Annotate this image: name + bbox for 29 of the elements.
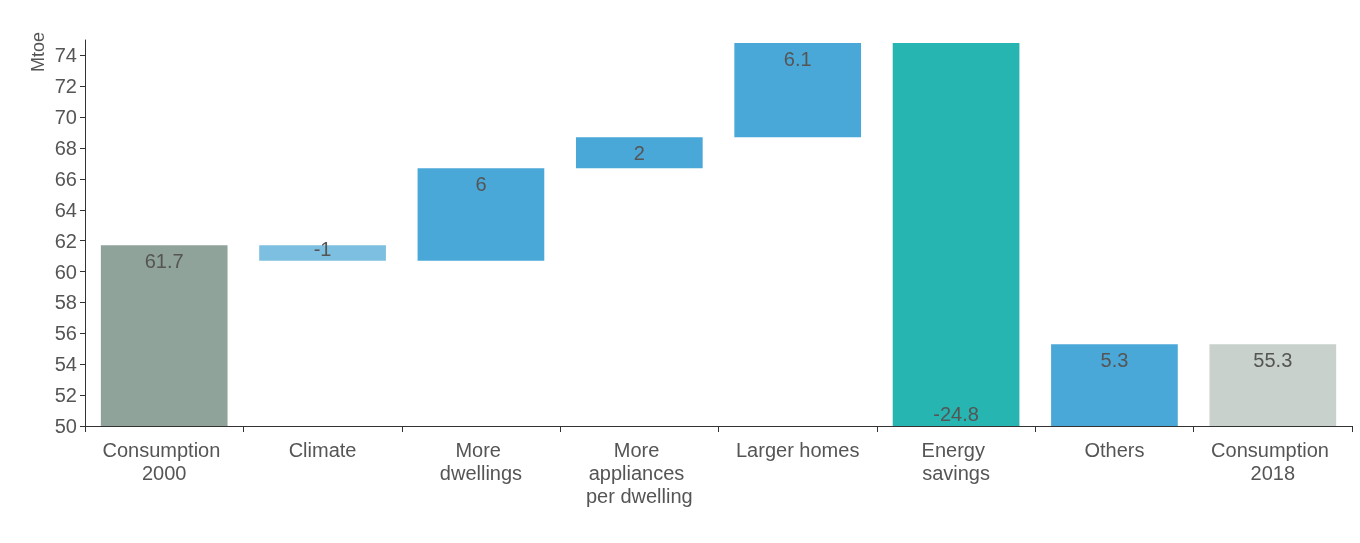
x-tick-label: Energy savings xyxy=(921,438,991,484)
data-label: 55.3 xyxy=(1253,349,1293,372)
data-label: -24.8 xyxy=(933,403,979,425)
y-tick-label: 56 xyxy=(54,322,77,345)
y-tick-label: 70 xyxy=(54,106,77,129)
x-tick-label: More dwellings xyxy=(439,438,523,484)
data-label: 2 xyxy=(633,142,645,165)
data-label: 6.1 xyxy=(783,48,812,71)
x-tick-label: Climate xyxy=(288,438,357,461)
y-tick-label: 54 xyxy=(54,353,77,376)
x-tick-label: Larger homes xyxy=(735,438,860,461)
y-tick-label: 52 xyxy=(54,384,77,407)
y-tick-label: 64 xyxy=(54,198,77,221)
y-tick-label: 60 xyxy=(54,260,77,283)
y-tick-label: 74 xyxy=(54,44,77,67)
y-tick-label: 62 xyxy=(54,229,77,252)
y-axis-title: Mtoe xyxy=(28,32,48,73)
x-tick-label: More appliances per dwelling xyxy=(585,438,693,507)
y-tick-label: 72 xyxy=(54,75,77,98)
y-tick-label: 68 xyxy=(54,137,77,160)
data-label: 6 xyxy=(475,173,487,196)
y-tick-label: 50 xyxy=(54,415,77,437)
x-tick-label: Consumption 2000 xyxy=(102,438,226,484)
x-tick-label: Others xyxy=(1084,438,1145,461)
x-tick-label: Consumption 2018 xyxy=(1211,438,1335,484)
y-tick-label: 58 xyxy=(54,291,77,314)
y-tick-label: 66 xyxy=(54,167,77,190)
data-label: 5.3 xyxy=(1100,349,1129,372)
data-label: 61.7 xyxy=(144,250,184,273)
